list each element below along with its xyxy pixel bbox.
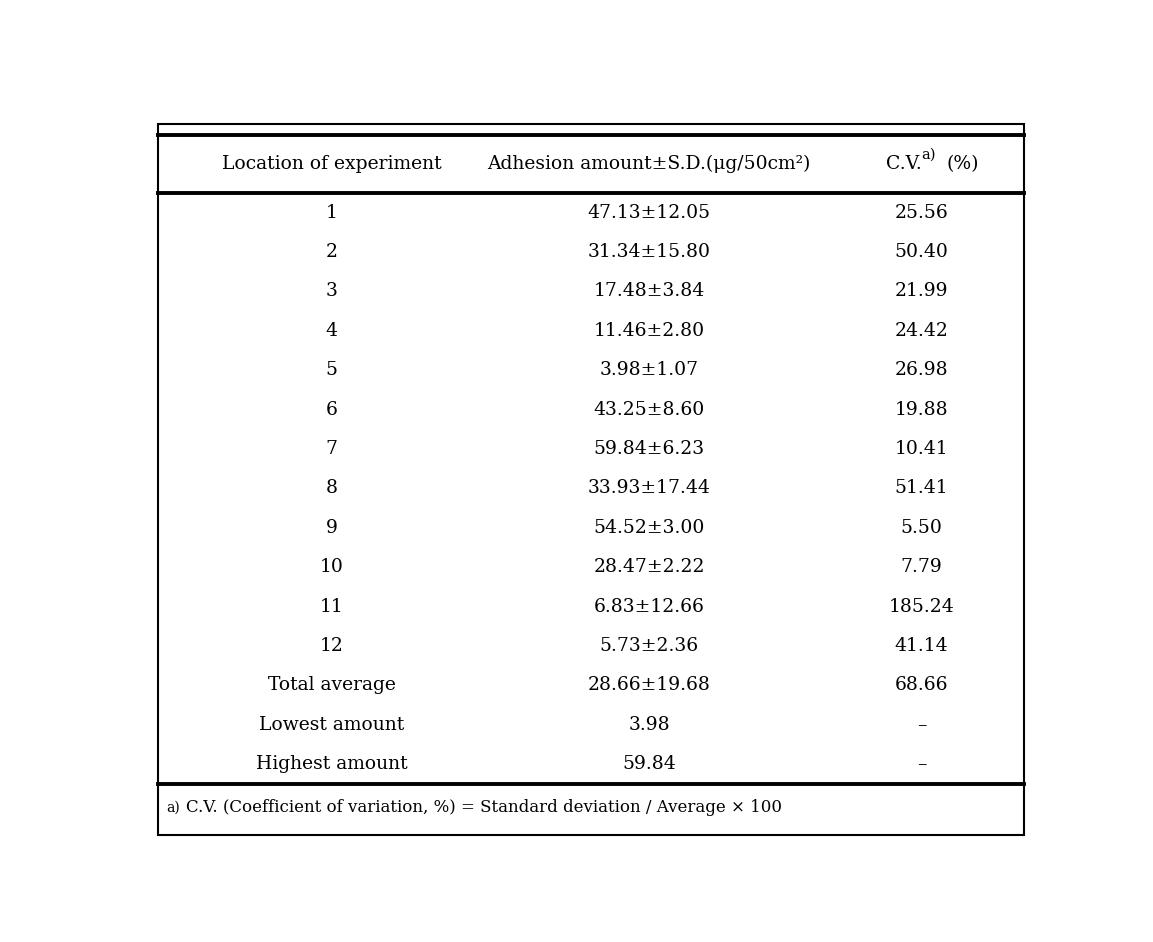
Text: C.V. (Coefficient of variation, %) = Standard deviation / Average × 100: C.V. (Coefficient of variation, %) = Sta… [186,800,782,817]
Text: 2: 2 [326,243,338,261]
Text: 43.25±8.60: 43.25±8.60 [594,400,704,418]
Text: 5.50: 5.50 [900,519,942,537]
Text: 21.99: 21.99 [895,283,948,300]
Text: Lowest amount: Lowest amount [259,716,405,734]
Text: 10: 10 [319,559,344,577]
Text: 54.52±3.00: 54.52±3.00 [594,519,704,537]
Text: a): a) [166,801,180,815]
Text: Location of experiment: Location of experiment [223,154,442,172]
Text: 4: 4 [326,322,338,340]
Text: 31.34±15.80: 31.34±15.80 [588,243,710,261]
Text: –: – [917,716,926,734]
Text: a): a) [921,148,936,162]
Text: 3.98±1.07: 3.98±1.07 [600,361,699,380]
Text: 185.24: 185.24 [889,597,955,616]
Text: C.V.: C.V. [886,154,921,172]
Text: 9: 9 [326,519,338,537]
Text: 33.93±17.44: 33.93±17.44 [588,479,710,497]
Text: 51.41: 51.41 [895,479,949,497]
Text: 8: 8 [326,479,338,497]
Text: –: – [917,755,926,773]
Text: 50.40: 50.40 [895,243,949,261]
Text: 7: 7 [326,440,338,458]
Text: 1: 1 [326,203,338,221]
Text: 59.84: 59.84 [623,755,676,773]
Text: 41.14: 41.14 [895,637,949,655]
Text: 11.46±2.80: 11.46±2.80 [594,322,704,340]
Text: Highest amount: Highest amount [256,755,408,773]
Text: 28.66±19.68: 28.66±19.68 [588,676,710,694]
Text: 6: 6 [326,400,338,418]
Text: 59.84±6.23: 59.84±6.23 [594,440,704,458]
Text: Total average: Total average [267,676,395,694]
Text: 6.83±12.66: 6.83±12.66 [594,597,704,616]
Text: 5.73±2.36: 5.73±2.36 [600,637,699,655]
Text: 47.13±12.05: 47.13±12.05 [587,203,710,221]
Text: (%): (%) [947,154,979,172]
Text: Adhesion amount±S.D.(μg/50cm²): Adhesion amount±S.D.(μg/50cm²) [488,154,811,173]
Text: 3.98: 3.98 [628,716,670,734]
Text: 17.48±3.84: 17.48±3.84 [594,283,704,300]
Text: 24.42: 24.42 [895,322,949,340]
Text: 11: 11 [319,597,344,616]
Text: 26.98: 26.98 [895,361,949,380]
Text: 19.88: 19.88 [895,400,949,418]
Text: 68.66: 68.66 [895,676,948,694]
Text: 7.79: 7.79 [900,559,942,577]
Text: 3: 3 [326,283,338,300]
Text: 28.47±2.22: 28.47±2.22 [594,559,704,577]
Text: 25.56: 25.56 [895,203,949,221]
Text: 5: 5 [326,361,338,380]
Text: 12: 12 [319,637,344,655]
Text: 10.41: 10.41 [895,440,949,458]
